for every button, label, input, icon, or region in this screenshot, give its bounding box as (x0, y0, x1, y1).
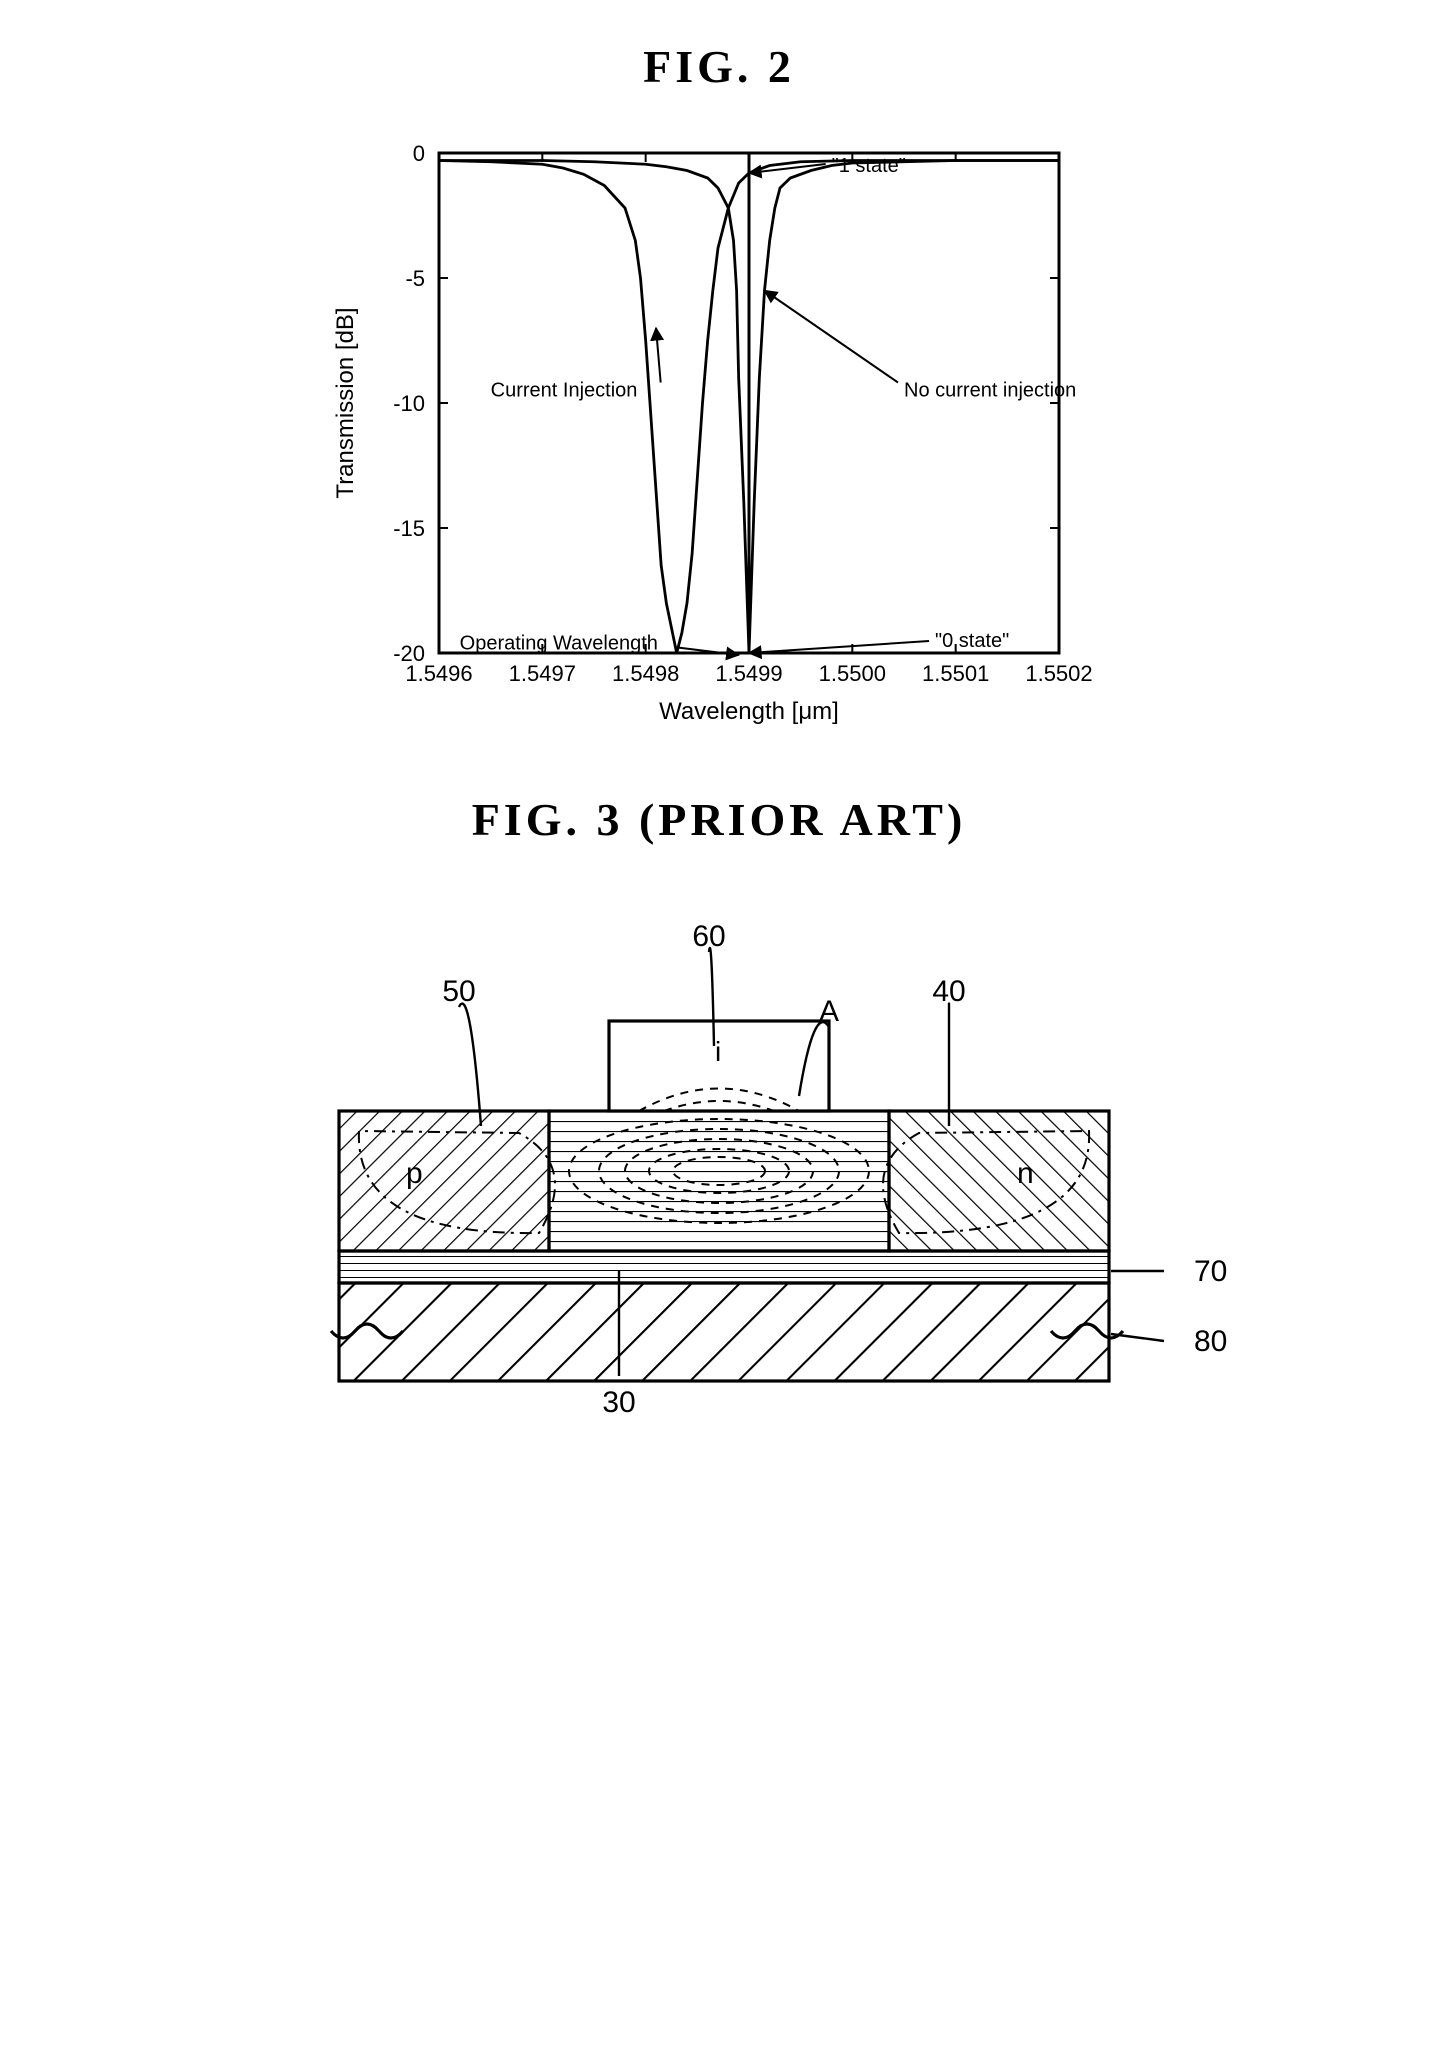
svg-text:Transmission [dB]: Transmission [dB] (332, 307, 359, 498)
svg-text:80: 80 (1194, 1325, 1227, 1358)
svg-text:70: 70 (1194, 1255, 1227, 1288)
svg-text:-5: -5 (405, 266, 425, 291)
svg-text:1.5496: 1.5496 (405, 661, 472, 686)
svg-text:"1 state": "1 state" (832, 155, 906, 177)
svg-text:i: i (715, 1036, 721, 1067)
svg-text:50: 50 (442, 975, 475, 1008)
fig2-title: FIG. 2 (40, 40, 1398, 93)
fig2-chart: 0-5-10-15-201.54961.54971.54981.54991.55… (309, 113, 1129, 733)
svg-text:1.5502: 1.5502 (1025, 661, 1092, 686)
svg-text:1.5497: 1.5497 (509, 661, 576, 686)
svg-text:1.5500: 1.5500 (819, 661, 886, 686)
svg-text:"0 state": "0 state" (935, 630, 1009, 652)
fig2-chart-container: 0-5-10-15-201.54961.54971.54981.54991.55… (40, 113, 1398, 733)
svg-text:Operating Wavelength: Operating Wavelength (460, 633, 658, 655)
svg-text:A: A (819, 995, 839, 1028)
fig3-diagram: p n i 60 50 40 A 70 80 30 (189, 871, 1249, 1431)
svg-text:40: 40 (932, 975, 965, 1008)
svg-text:0: 0 (413, 141, 425, 166)
svg-text:-15: -15 (393, 516, 425, 541)
svg-text:-10: -10 (393, 391, 425, 416)
svg-text:n: n (1017, 1157, 1034, 1190)
svg-text:Wavelength [μm]: Wavelength [μm] (659, 698, 839, 725)
svg-text:30: 30 (602, 1386, 635, 1419)
svg-text:No current injection: No current injection (904, 380, 1076, 402)
svg-text:1.5501: 1.5501 (922, 661, 989, 686)
svg-text:60: 60 (692, 920, 725, 953)
svg-text:Current Injection: Current Injection (491, 380, 638, 402)
fig3-diagram-container: p n i 60 50 40 A 70 80 30 (40, 871, 1398, 1431)
svg-text:p: p (406, 1157, 423, 1190)
fig3-title: FIG. 3 (PRIOR ART) (40, 793, 1398, 846)
svg-text:1.5499: 1.5499 (715, 661, 782, 686)
svg-text:1.5498: 1.5498 (612, 661, 679, 686)
